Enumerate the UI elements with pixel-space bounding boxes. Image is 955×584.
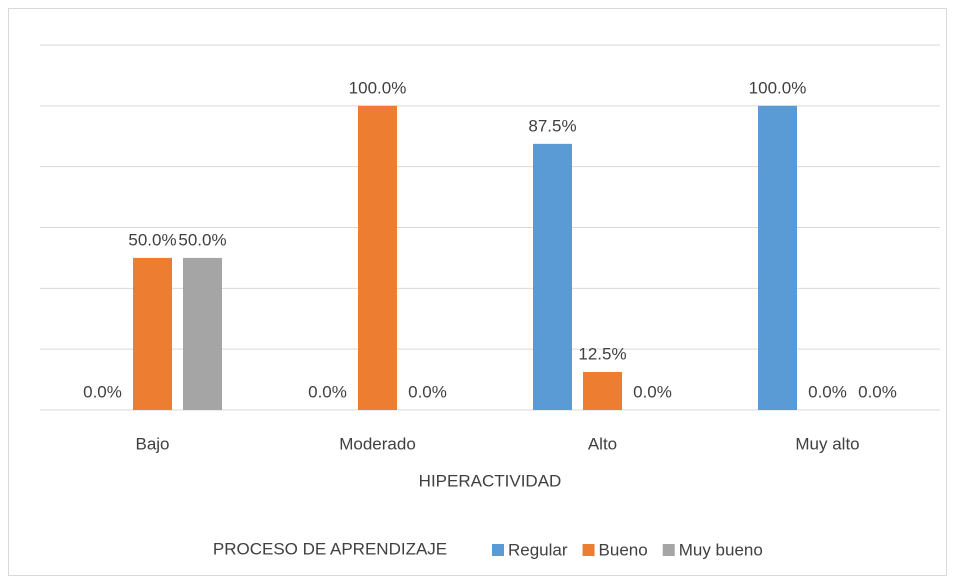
bar [133, 257, 172, 410]
data-label: 87.5% [528, 116, 576, 135]
data-label: 0.0% [408, 382, 447, 401]
data-label: 50.0% [128, 230, 176, 249]
bar [583, 371, 622, 410]
x-tick-label: Muy alto [795, 434, 859, 453]
legend-title: PROCESO DE APRENDIZAJE [213, 539, 447, 558]
data-label: 100.0% [749, 78, 807, 97]
legend-swatch [492, 544, 504, 556]
legend-label: Muy bueno [679, 540, 763, 559]
x-tick-label: Bajo [135, 434, 169, 453]
legend-label: Bueno [599, 540, 648, 559]
data-label: 50.0% [178, 230, 226, 249]
legend-swatch [662, 544, 675, 556]
data-label: 0.0% [308, 382, 347, 401]
x-tick-label: Moderado [339, 434, 416, 453]
x-axis-label: HIPERACTIVIDAD [419, 471, 562, 490]
data-label: 12.5% [578, 344, 626, 363]
bar [758, 105, 797, 410]
bar [358, 105, 397, 410]
data-label: 0.0% [633, 382, 672, 401]
bar [533, 143, 572, 410]
legend-swatch [582, 544, 595, 556]
bar [183, 257, 222, 410]
x-tick-label: Alto [588, 434, 617, 453]
legend-label: Regular [508, 540, 568, 559]
data-label: 0.0% [83, 382, 122, 401]
data-label: 0.0% [808, 382, 847, 401]
data-label: 0.0% [858, 382, 897, 401]
data-label: 100.0% [349, 78, 407, 97]
